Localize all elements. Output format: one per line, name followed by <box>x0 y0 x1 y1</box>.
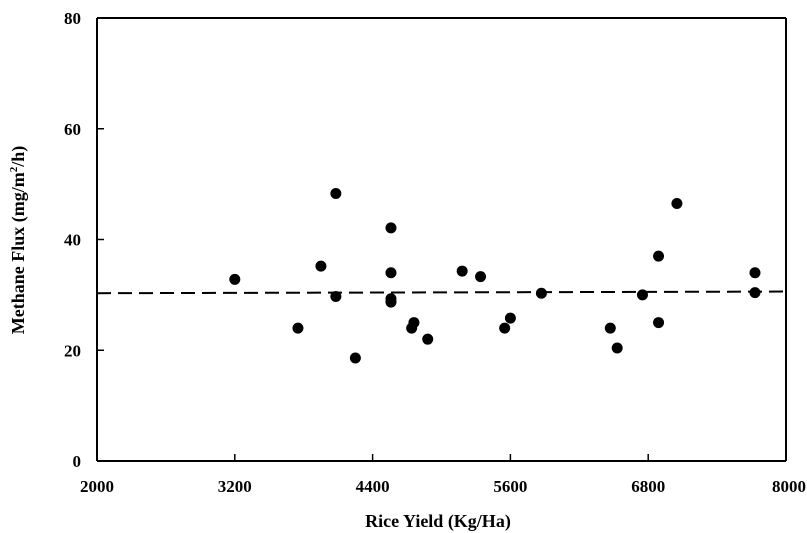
data-point <box>611 342 623 354</box>
data-point <box>653 317 665 329</box>
x-tick-label: 8000 <box>772 477 806 496</box>
y-axis-title-superscript: 2 <box>8 166 20 172</box>
data-point <box>315 260 327 272</box>
data-points <box>229 188 761 364</box>
data-point <box>422 333 434 345</box>
reference-dashed-line <box>96 290 787 295</box>
y-tick-label: 20 <box>64 341 81 360</box>
data-point <box>749 287 761 299</box>
data-point <box>385 222 397 234</box>
x-tick-label: 4400 <box>356 477 390 496</box>
data-point <box>456 265 468 277</box>
data-point <box>499 322 511 334</box>
data-point <box>385 296 397 308</box>
data-point <box>408 317 420 329</box>
data-point <box>349 352 361 364</box>
x-tick-label: 5600 <box>493 477 527 496</box>
y-axis-title: Methane Flux (mg/m2/h) <box>8 146 29 335</box>
data-point <box>636 289 648 301</box>
data-point <box>504 312 516 324</box>
x-tick-label: 2000 <box>80 477 114 496</box>
x-axis-title: Rice Yield (Kg/Ha) <box>365 511 511 532</box>
data-point <box>653 250 665 262</box>
y-axis-tick-labels: 0 20 40 60 80 <box>64 9 81 471</box>
data-point <box>535 287 547 299</box>
data-point <box>671 198 683 210</box>
y-tick-label: 60 <box>64 120 81 139</box>
data-point <box>385 267 397 279</box>
y-axis-ticks <box>97 17 104 462</box>
data-point <box>330 188 342 200</box>
y-axis-title-main: Methane Flux (mg/m <box>8 172 29 334</box>
data-point <box>229 273 241 285</box>
y-axis-title-end: /h) <box>8 146 29 168</box>
y-tick-label: 40 <box>64 231 81 250</box>
y-tick-label: 80 <box>64 9 81 28</box>
x-tick-label: 6800 <box>631 477 665 496</box>
x-axis-tick-labels: 2000 3200 4400 5600 6800 8000 <box>80 477 806 496</box>
data-point <box>475 271 487 283</box>
data-point <box>292 322 304 334</box>
data-point <box>330 291 342 303</box>
x-axis-ticks <box>96 454 787 461</box>
data-point <box>749 267 761 279</box>
plot-area <box>96 17 787 462</box>
data-point <box>604 322 616 334</box>
y-tick-label: 0 <box>73 452 82 471</box>
x-tick-label: 3200 <box>218 477 252 496</box>
